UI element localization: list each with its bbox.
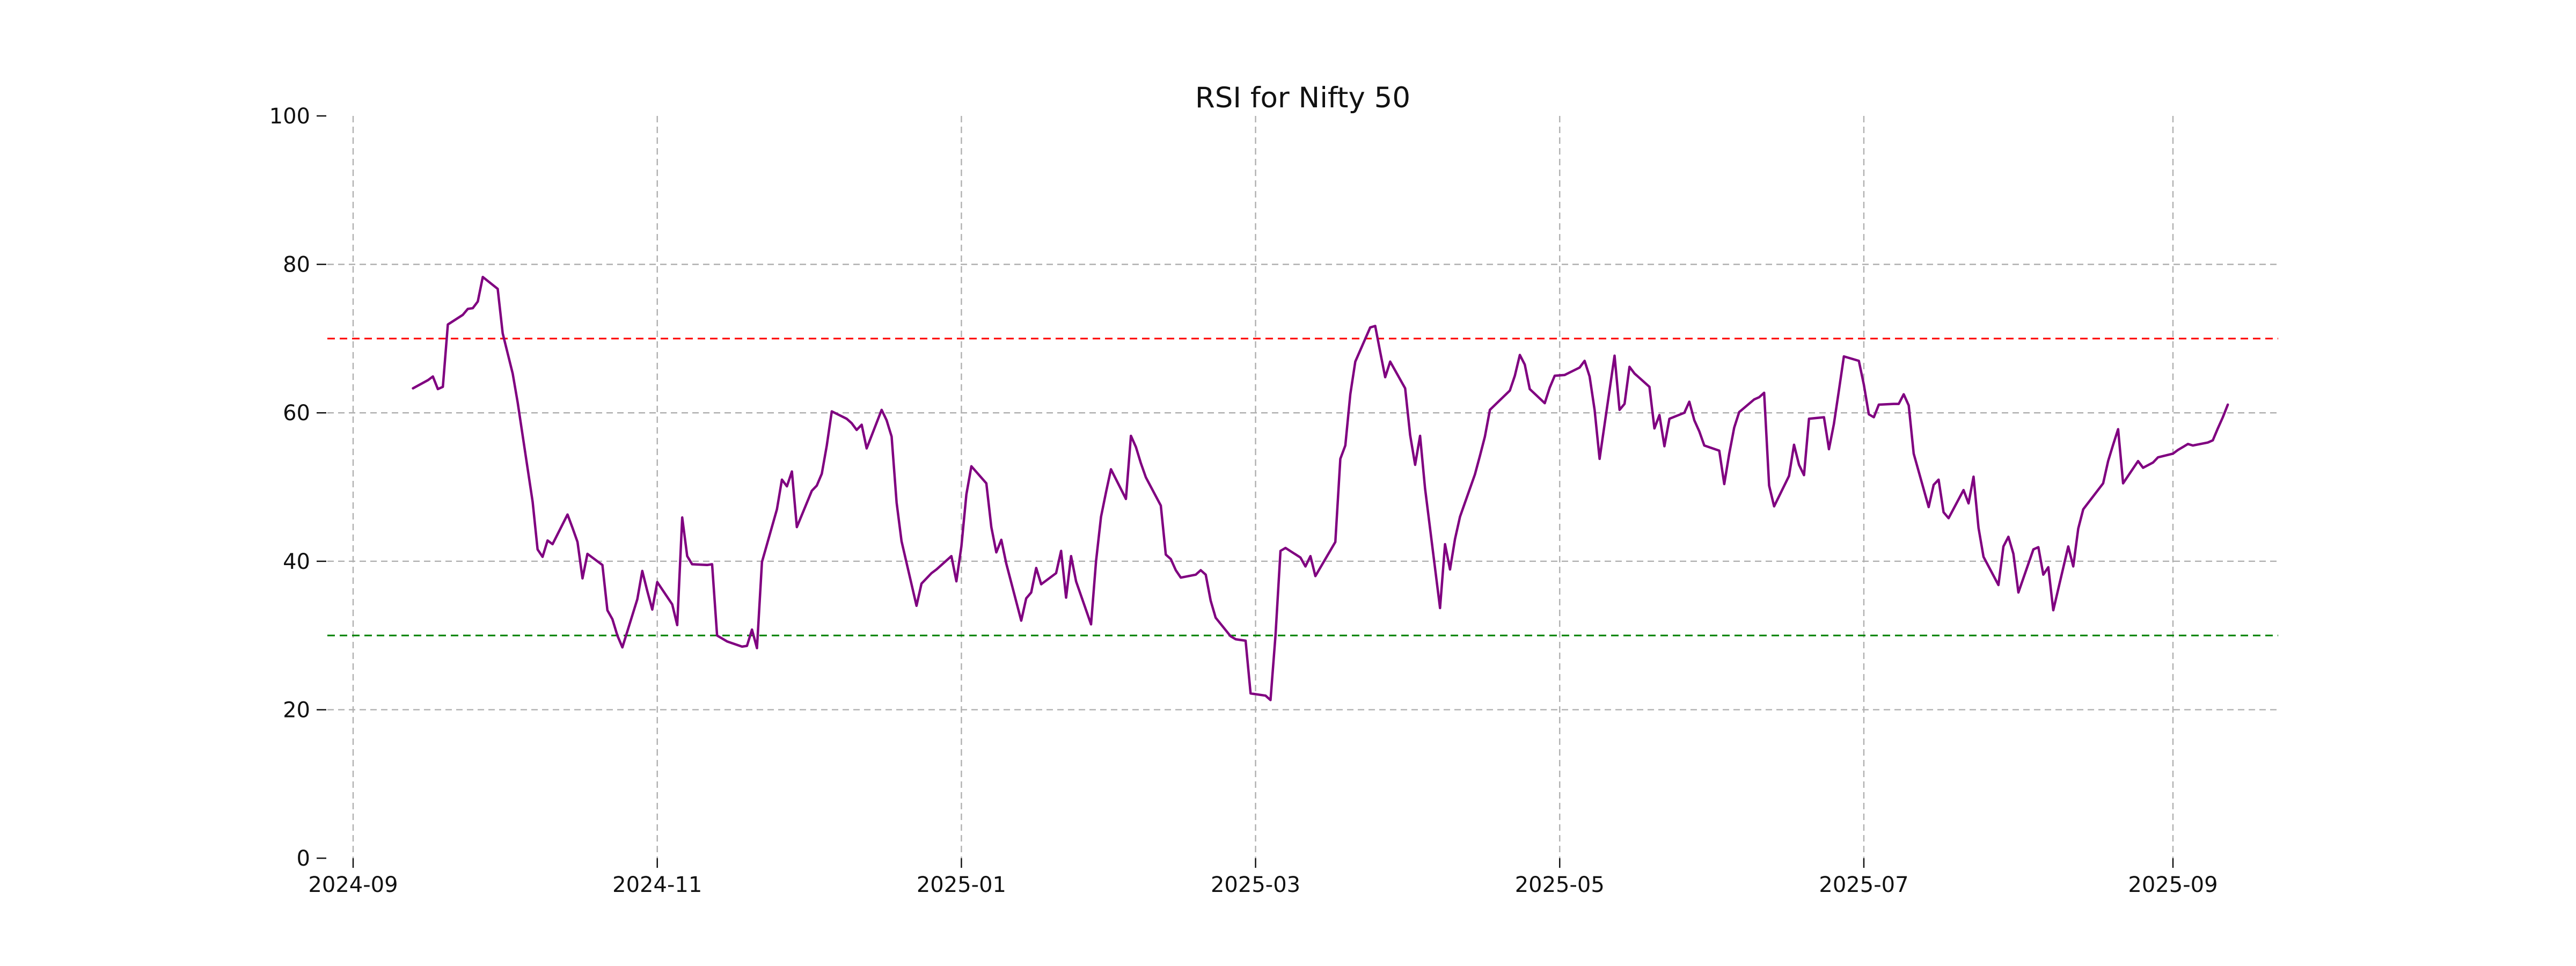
y-tick-label-60: 60 xyxy=(283,401,310,426)
axis-labels: 2024-09 2024-11 2025-01 2025-03 2025-05 2025-… xyxy=(269,104,2218,897)
axis-ticks xyxy=(317,115,2174,868)
x-tick-label-2025-01: 2025-01 xyxy=(917,873,1006,897)
grid xyxy=(327,116,2278,859)
y-tick-label-40: 40 xyxy=(283,550,310,574)
x-tick-label-2024-09: 2024-09 xyxy=(308,873,398,897)
y-tick-label-0: 0 xyxy=(297,846,310,871)
y-tick-label-20: 20 xyxy=(283,698,310,722)
chart-title: RSI for Nifty 50 xyxy=(1195,82,1411,114)
x-tick-label-2025-07: 2025-07 xyxy=(1819,873,1908,897)
y-tick-label-80: 80 xyxy=(283,253,310,277)
rsi-series xyxy=(412,275,2229,701)
x-tick-label-2025-03: 2025-03 xyxy=(1211,873,1300,897)
x-tick-label-2025-05: 2025-05 xyxy=(1515,873,1605,897)
x-tick-label-2025-09: 2025-09 xyxy=(2128,873,2218,897)
y-tick-label-100: 100 xyxy=(269,104,310,129)
x-tick-label-2024-11: 2024-11 xyxy=(612,873,702,897)
threshold-lines xyxy=(327,338,2278,636)
rsi-line xyxy=(412,275,2229,701)
